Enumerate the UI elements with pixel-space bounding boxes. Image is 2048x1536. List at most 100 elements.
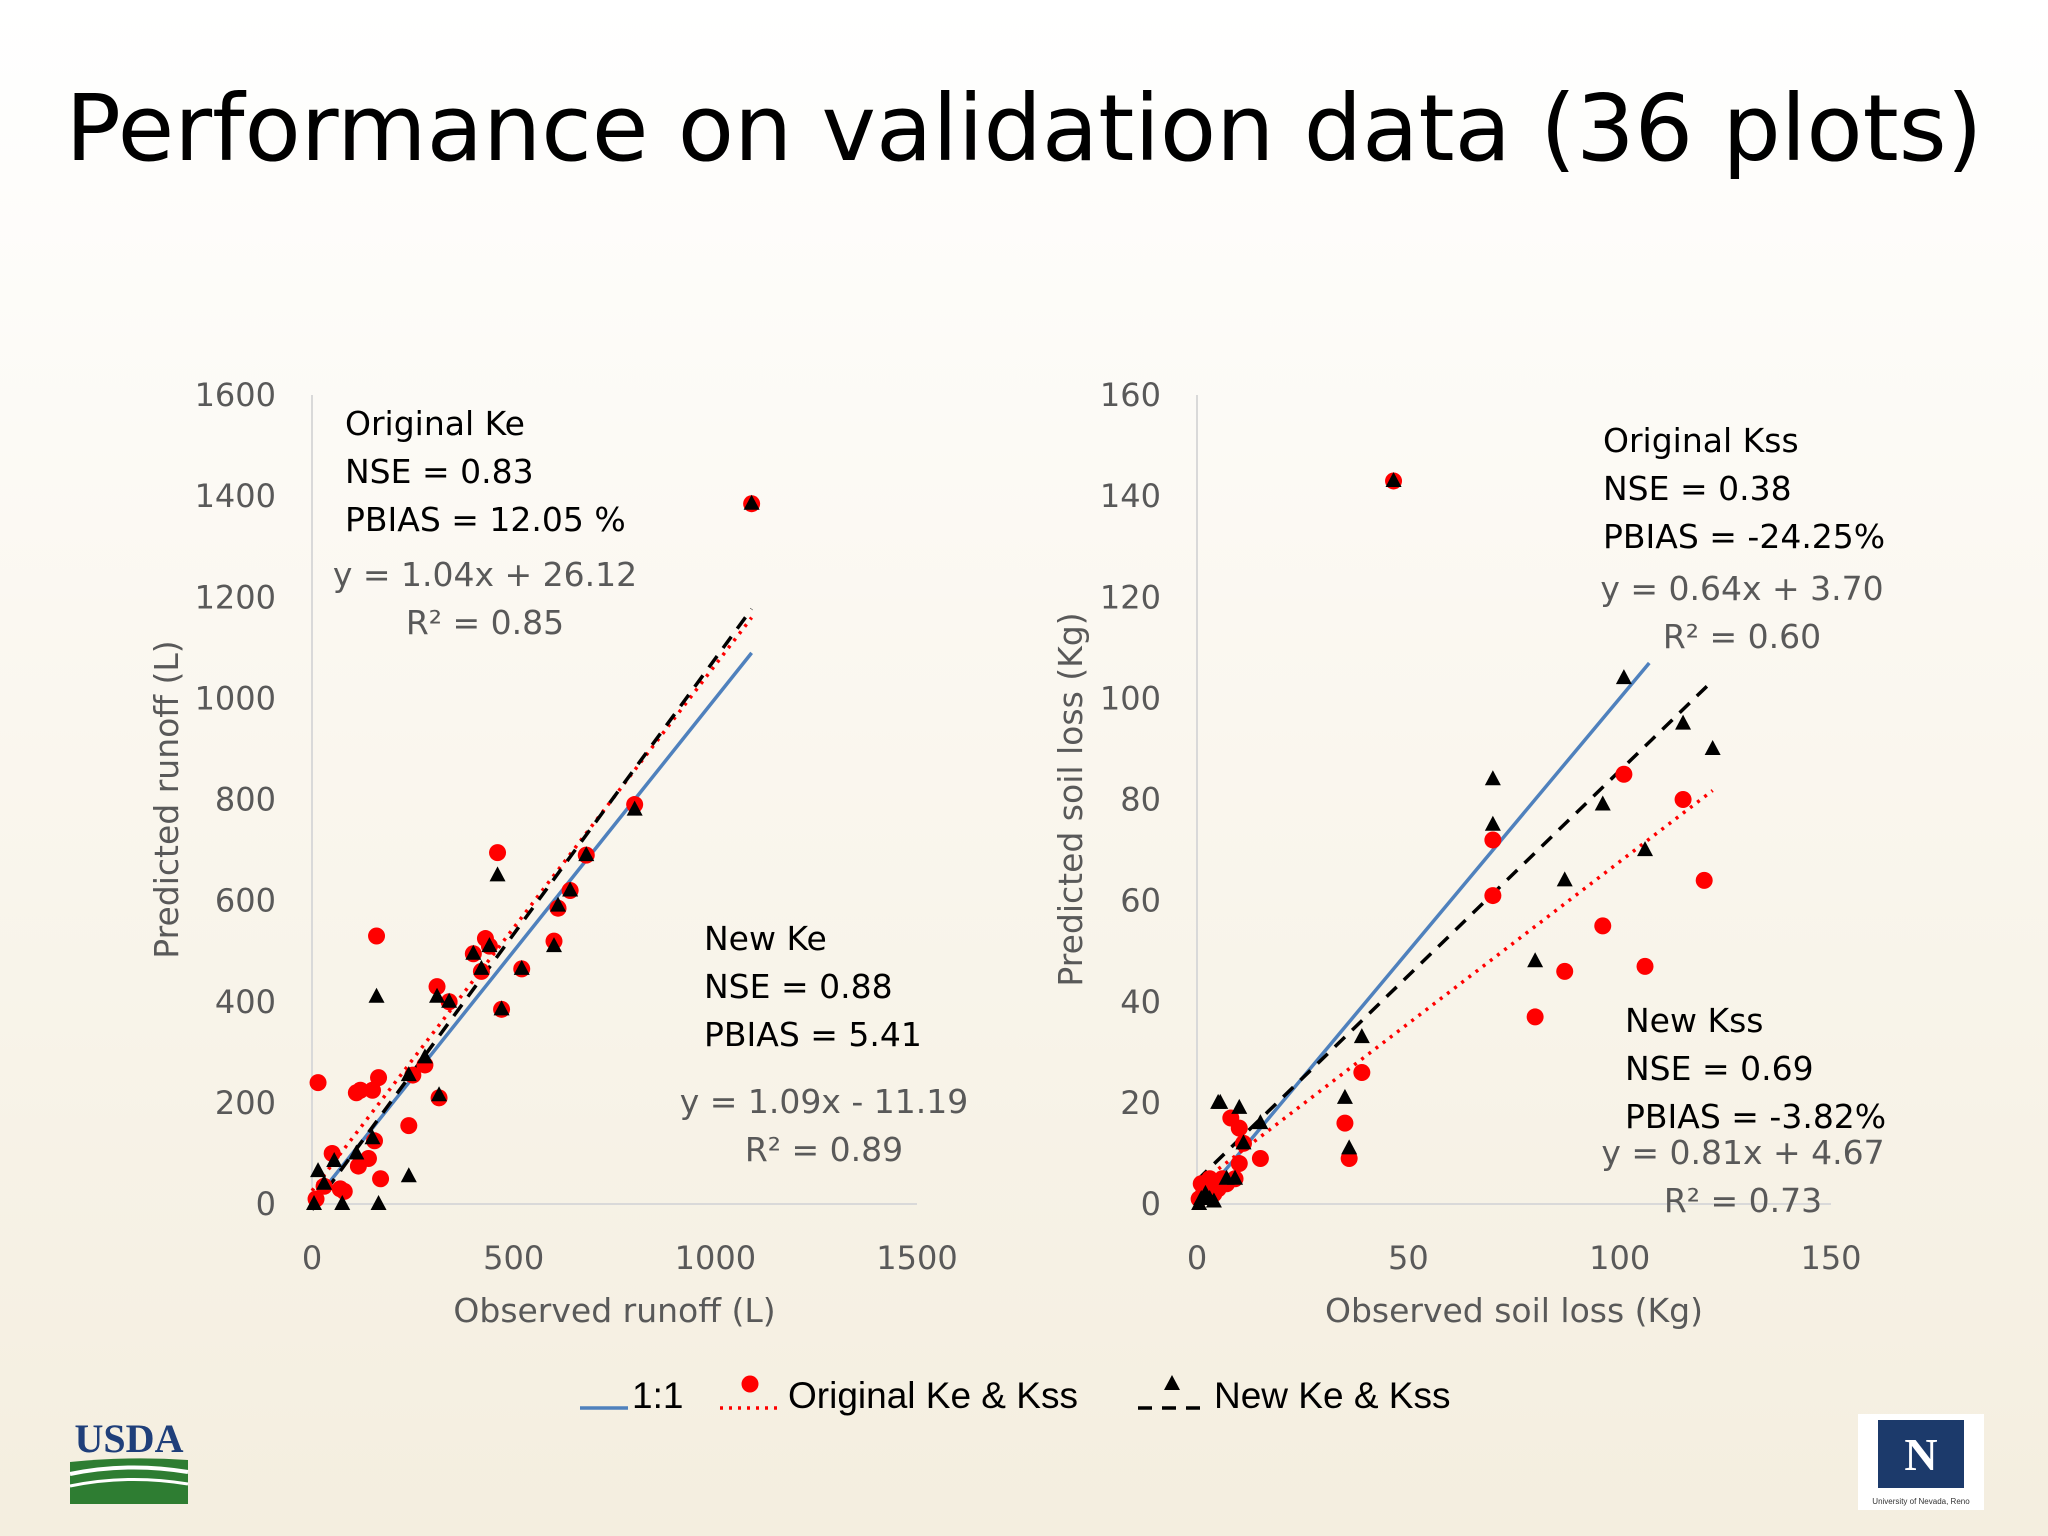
legend-label: Original Ke & Kss — [788, 1375, 1078, 1416]
data-point-triangle — [1556, 871, 1573, 887]
data-point-triangle — [416, 1048, 433, 1064]
data-point-circle — [1526, 1008, 1544, 1026]
data-point-triangle — [481, 937, 498, 953]
legend-marker-triangle — [1164, 1375, 1180, 1390]
data-point-circle — [1251, 1149, 1269, 1167]
trendline-dashed — [310, 607, 754, 1211]
annotation-original: Original Kss — [1603, 421, 1799, 460]
data-point-circle — [370, 1069, 388, 1087]
data-point-circle — [1594, 917, 1612, 935]
data-point-circle — [428, 978, 446, 996]
y-tick-label: 600 — [215, 882, 276, 920]
data-point-triangle — [546, 937, 562, 953]
x-tick-label: 150 — [1800, 1239, 1861, 1277]
y-tick-label: 0 — [256, 1185, 276, 1223]
data-point-triangle — [441, 992, 458, 1008]
data-point-triangle — [348, 1144, 365, 1160]
y-tick-label: 0 — [1141, 1185, 1161, 1223]
x-axis-label: Observed runoff (L) — [453, 1291, 775, 1330]
annotation-new: PBIAS = 5.41 — [704, 1015, 922, 1054]
data-point-triangle — [562, 881, 579, 897]
data-point-triangle — [368, 987, 385, 1003]
y-axis-label: Predicted soil loss (Kg) — [1051, 612, 1090, 986]
data-point-circle — [351, 1081, 369, 1099]
data-point-triangle — [370, 1195, 387, 1210]
x-tick-label: 500 — [483, 1239, 544, 1277]
annotation-new-fit: R² = 0.89 — [745, 1130, 903, 1169]
data-point-triangle — [1212, 1093, 1229, 1109]
data-point-circle — [1615, 765, 1633, 783]
x-tick-label: 0 — [1187, 1239, 1207, 1277]
data-point-circle — [368, 927, 386, 945]
annotation-new: PBIAS = -3.82% — [1625, 1097, 1886, 1136]
data-point-triangle — [626, 800, 643, 816]
chart-panel-2: 0 20 40 60 80 100 120 140 160 0 50 100 150 Observed s… — [1051, 376, 1886, 1330]
x-tick-label: 1500 — [876, 1239, 957, 1277]
data-point-triangle — [473, 959, 490, 975]
annotation-new: New Ke — [704, 919, 827, 958]
data-point-triangle — [489, 866, 506, 882]
y-tick-label: 400 — [215, 983, 276, 1021]
annotation-new-fit: R² = 0.73 — [1664, 1181, 1822, 1220]
data-point-triangle — [431, 1086, 448, 1102]
data-point-triangle — [1227, 1169, 1244, 1185]
y-tick-label: 1000 — [195, 679, 276, 717]
data-point-triangle — [1637, 841, 1654, 857]
y-axis-label: Predicted runoff (L) — [147, 640, 186, 958]
legend-marker-circle — [741, 1375, 759, 1393]
data-point-triangle — [316, 1174, 333, 1190]
x-tick-label: 0 — [302, 1239, 322, 1277]
unr-logo-mark: N — [1904, 1429, 1937, 1480]
data-point-circle — [309, 1074, 327, 1092]
data-point-triangle — [1704, 739, 1721, 755]
data-point-circle — [359, 1149, 377, 1167]
data-point-triangle — [1527, 952, 1544, 968]
y-tick-label: 800 — [215, 781, 276, 819]
data-point-triangle — [400, 1066, 417, 1082]
x-tick-label: 1000 — [675, 1239, 756, 1277]
y-tick-label: 120 — [1100, 578, 1161, 616]
legend-label: New Ke & Kss — [1214, 1375, 1450, 1416]
data-point-triangle — [429, 987, 446, 1003]
data-point-triangle — [364, 1129, 381, 1145]
chart-legend: 1:1 Original Ke & Kss New Ke & Kss — [580, 1375, 1450, 1416]
data-point-circle — [1636, 957, 1654, 975]
data-point-triangle — [1235, 1134, 1252, 1150]
y-tick-label: 200 — [215, 1084, 276, 1122]
y-tick-label: 1600 — [195, 376, 276, 414]
data-point-triangle — [306, 1195, 323, 1210]
x-axis-label: Observed soil loss (Kg) — [1325, 1291, 1703, 1330]
trendline-dotted — [1195, 789, 1714, 1187]
data-point-circle — [1336, 1114, 1354, 1132]
annotation-new: New Kss — [1625, 1001, 1764, 1040]
data-point-triangle — [513, 959, 530, 975]
data-point-circle — [1230, 1155, 1248, 1173]
legend-label: 1:1 — [632, 1375, 683, 1416]
y-tick-label: 40 — [1120, 983, 1161, 1021]
data-point-triangle — [1231, 1098, 1248, 1114]
annotation-original-fit: R² = 0.85 — [406, 603, 564, 642]
data-point-triangle — [465, 944, 482, 960]
data-point-triangle — [1675, 714, 1692, 730]
data-point-triangle — [1353, 1028, 1370, 1044]
data-point-triangle — [1484, 770, 1501, 786]
data-point-circle — [372, 1170, 390, 1188]
usda-logo-text: USDA — [75, 1416, 184, 1461]
data-point-circle — [400, 1117, 418, 1135]
data-point-circle — [1230, 1119, 1248, 1137]
chart-panel-1: 0 200 400 600 800 1000 1200 1400 1600 0 500 1000 150… — [147, 376, 968, 1330]
y-tick-label: 20 — [1120, 1084, 1161, 1122]
data-point-triangle — [400, 1167, 417, 1183]
data-point-triangle — [550, 896, 567, 912]
trendline-solid — [1195, 661, 1651, 1206]
annotation-new-fit: y = 1.09x - 11.19 — [680, 1082, 969, 1121]
data-point-triangle — [1615, 669, 1632, 685]
x-tick-label: 100 — [1589, 1239, 1650, 1277]
annotation-original-fit: y = 1.04x + 26.12 — [333, 555, 637, 594]
annotation-original: NSE = 0.38 — [1603, 469, 1792, 508]
annotation-new: NSE = 0.88 — [704, 967, 893, 1006]
unr-logo: N University of Nevada, Reno — [1858, 1414, 1984, 1510]
usda-logo: USDA — [69, 1416, 189, 1504]
data-point-triangle — [326, 1152, 343, 1168]
